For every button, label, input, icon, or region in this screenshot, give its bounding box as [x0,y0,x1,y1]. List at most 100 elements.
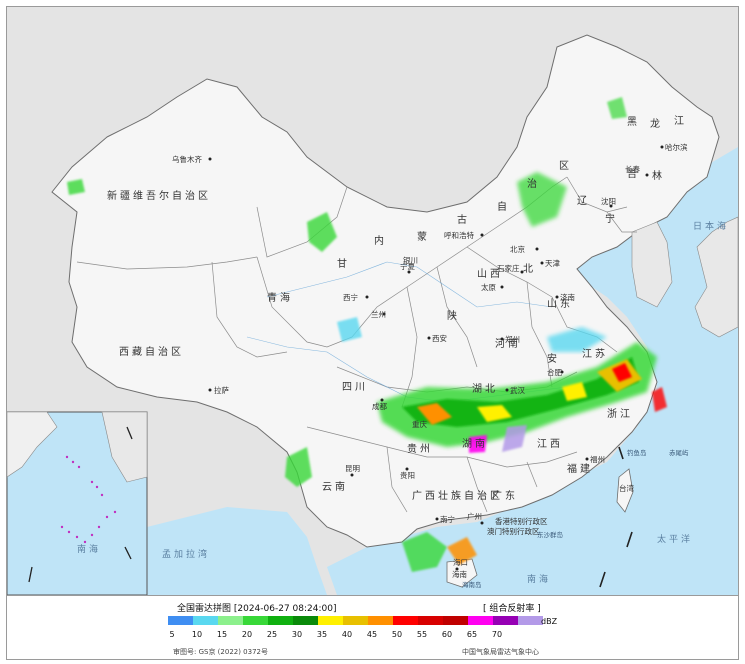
region-labels: 新疆维吾尔自治区 西藏自治区 青海 内 蒙 古 自 治 区 黑 龙 江 吉 林 … [107,115,687,579]
scale-tick-label: 30 [291,630,303,639]
label-guizhou: 贵州 [407,442,433,455]
scale-tick-label: 35 [316,630,328,639]
city-taiyuan: 太原 [481,282,496,292]
scale-tick-label: 60 [441,630,453,639]
city-haikou: 海口 [453,557,468,567]
city-xian: 西安 [432,333,447,343]
label-xizang: 西藏自治区 [119,345,184,358]
scale-tick-label: 20 [241,630,253,639]
scale-tick-label: 70 [491,630,503,639]
label-sichuan: 四川 [342,382,368,393]
radar-map: 南海 新疆维吾尔自治区 西藏自治区 青海 内 蒙 古 自 治 区 黑 龙 江 吉… [7,7,738,595]
label-ningxia: 宁夏 [400,261,415,271]
scale-tick-label: 50 [391,630,403,639]
city-chengdu: 成都 [372,401,387,411]
city-nanning: 南宁 [440,514,455,524]
label-hainan: 海南 [452,569,467,579]
scale-swatch [443,616,468,625]
scale-swatch [518,616,543,625]
label-taiwan: 台湾 [619,483,634,493]
city-fuzhou: 福州 [590,455,605,464]
legend-panel: 全国雷达拼图 [2024-06-27 08:24:00] [ 组合反射率 ] 5… [7,595,738,659]
island-chiwei: 赤尾屿 [669,448,689,457]
label-neimenggu-4: 自 [497,200,510,213]
city-shijiazhuang: 石家庄 [497,263,520,273]
color-scale-ticks: 5 10 15 20 25 30 35 40 45 50 55 60 65 70 [168,630,558,642]
scale-tick-label: 45 [366,630,378,639]
label-liaoning-2: 宁 [605,212,618,225]
label-xinjiang: 新疆维吾尔自治区 [107,189,211,202]
scale-swatch [318,616,343,625]
label-shaanxi: 陕 [447,309,460,322]
south-sea-inset: 南海 [7,411,148,595]
sea-bengal: 孟加拉湾 [162,548,210,560]
scale-swatch [193,616,218,625]
scale-swatch [293,616,318,625]
city-hefei: 合肥 [547,367,562,377]
scale-swatch [168,616,193,625]
city-guangzhou: 广州 [467,511,482,521]
label-guangdong: 广东 [492,489,518,502]
city-hk: 香港特别行政区 [495,516,548,526]
island-labels: 钓鱼岛 赤尾屿 东沙群岛 海南岛 [462,448,689,589]
label-gansu: 甘 [337,257,350,270]
legend-mode: [ 组合反射率 ] [483,604,541,614]
city-macao: 澳门特别行政区 [487,526,540,536]
scale-swatch [493,616,518,625]
scale-swatch [268,616,293,625]
label-heilongjiang-3: 江 [674,115,687,127]
label-liaoning-1: 辽 [577,195,590,207]
city-guiyang: 贵阳 [400,470,415,480]
label-neimenggu-1: 内 [374,234,387,247]
city-lanzhou: 兰州 [371,309,386,319]
city-hohhot: 呼和浩特 [444,230,474,240]
island-diaoyu: 钓鱼岛 [627,448,647,457]
city-lhasa: 拉萨 [214,385,229,395]
scale-tick-label: 10 [191,630,203,639]
sea-south-china: 南海 [527,573,551,585]
radar-echoes [67,97,667,572]
scale-swatch [393,616,418,625]
label-hubei: 湖北 [472,383,498,395]
city-shenyang: 沈阳 [601,196,616,206]
label-neimenggu-5: 治 [527,177,540,190]
city-zhengzhou: 郑州 [505,334,520,344]
scale-tick-label: 40 [341,630,353,639]
label-shanxi: 山西 [477,268,503,280]
label-jilin-1: 吉 [627,168,640,180]
label-chongqing: 重庆 [412,419,427,429]
scale-tick-label: 25 [266,630,278,639]
label-neimenggu-2: 蒙 [417,230,430,243]
korea-peninsula [631,221,673,308]
label-fujian: 福建 [567,462,593,475]
scale-swatch [243,616,268,625]
label-hebei: 北 [523,263,536,275]
city-labels: 乌鲁木齐 呼和浩特 北京 天津 石家庄 太原 济南 西宁 兰州 银川 西安 郑州… [172,142,688,567]
label-qinghai: 青海 [267,291,293,304]
label-shandong: 山东 [547,297,573,310]
city-xining: 西宁 [343,292,358,302]
taiwan-island [616,468,634,513]
bay-of-bengal [147,507,327,595]
scale-tick-label: 15 [216,630,228,639]
scale-swatch [468,616,493,625]
sea-japan: 日本海 [693,220,729,232]
label-heilongjiang-1: 黑 [627,116,640,128]
scale-tick-label: 55 [416,630,428,639]
island-dongsha: 东沙群岛 [537,530,563,539]
scale-tick-label: 5 [169,630,175,639]
label-heilongjiang-2: 龙 [650,117,663,130]
color-scale-bar [168,616,543,625]
map-frame: 南海 新疆维吾尔自治区 西藏自治区 青海 内 蒙 古 自 治 区 黑 龙 江 吉… [6,6,739,660]
city-harbin: 哈尔滨 [665,142,688,152]
city-jinan: 济南 [560,292,575,302]
city-changchun: 长春 [625,164,640,174]
city-yinchuan: 银川 [403,256,418,265]
label-neimenggu-3: 古 [457,213,470,226]
city-urumqi: 乌鲁木齐 [172,154,202,164]
label-hunan: 湖南 [462,437,488,450]
label-jilin-2: 林 [652,169,665,182]
legend-title: 全国雷达拼图 [2024-06-27 08:24:00] [177,604,337,614]
japan-islands [694,216,738,338]
label-jiangsu: 江苏 [582,347,608,360]
